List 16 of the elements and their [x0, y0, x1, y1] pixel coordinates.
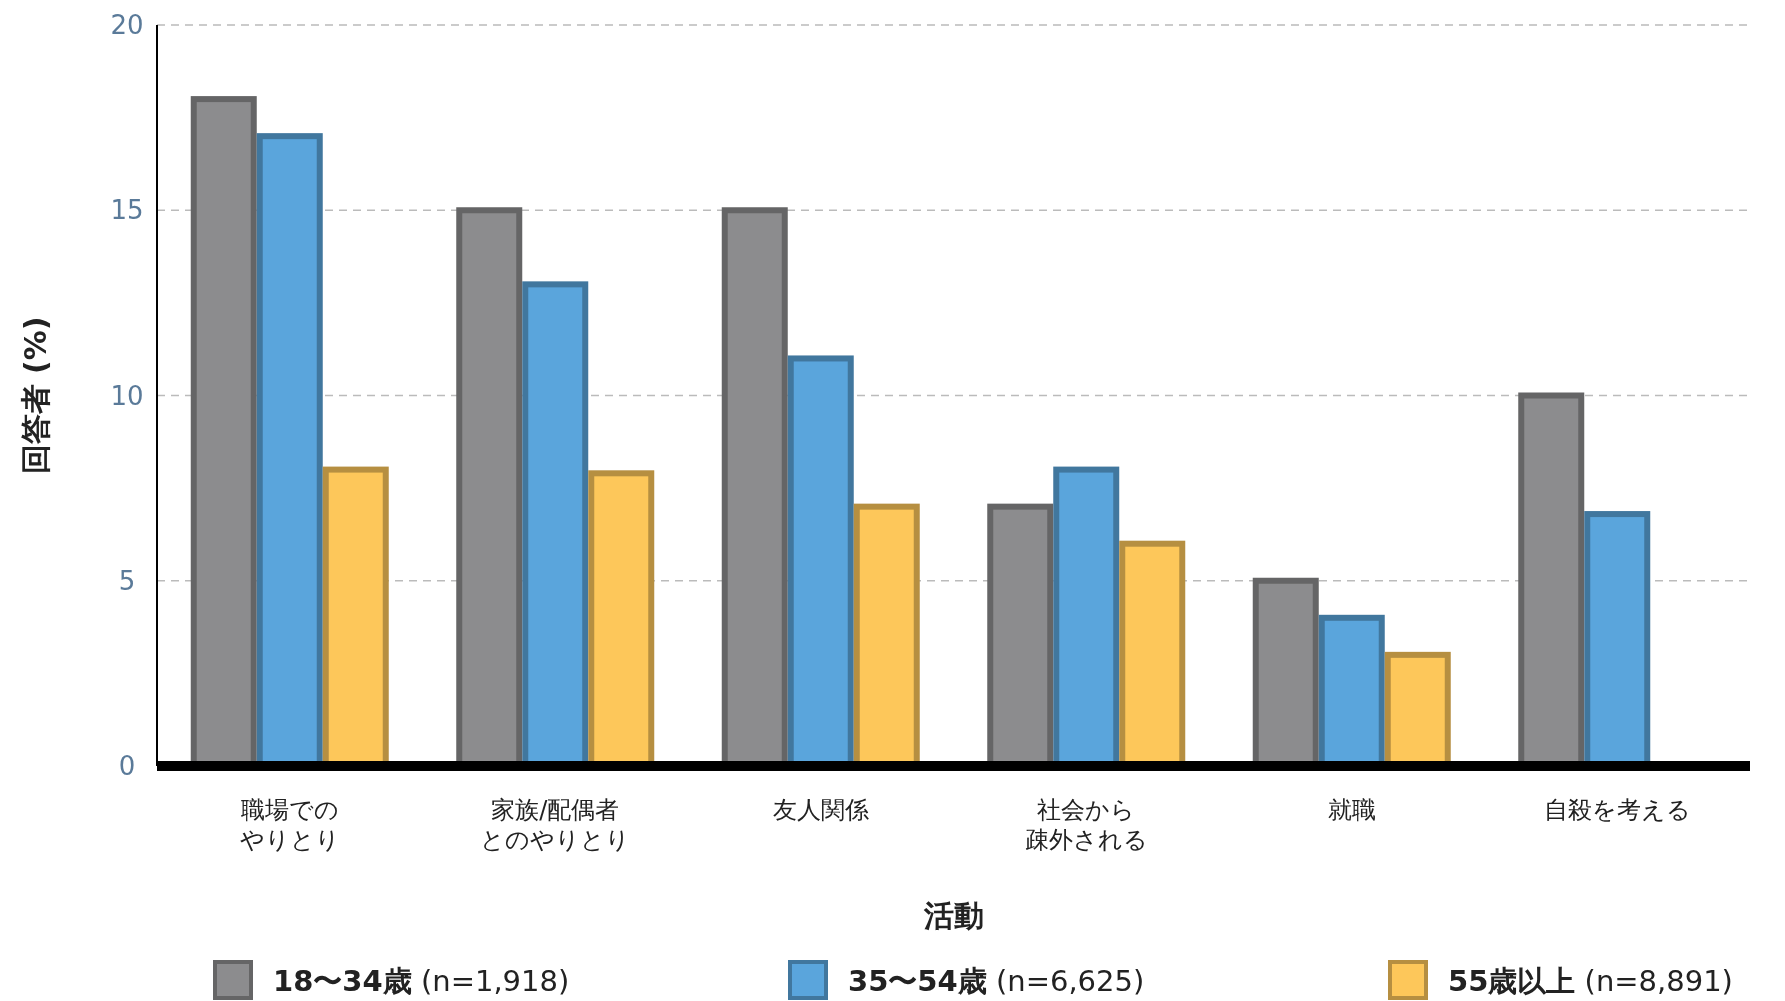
y-tick-label: 5	[118, 565, 136, 596]
y-axis-title: 回答者 (%)	[18, 316, 53, 475]
x-tick-label: 職場でのやりとり	[239, 796, 340, 854]
legend-label: 55歳以上 (n=8,891)	[1448, 964, 1733, 998]
legend-label: 35〜54歳 (n=6,625)	[848, 964, 1145, 998]
y-tick-label: 15	[110, 195, 144, 226]
y-tick-label: 10	[110, 380, 144, 411]
x-axis-title: 活動	[922, 898, 984, 933]
x-tick-label: 家族/配偶者とのやりとり	[480, 796, 631, 854]
y-tick-label: 20	[110, 10, 144, 40]
x-tick-label: 就職	[1327, 796, 1376, 824]
x-tick-label: 友人関係	[772, 796, 869, 824]
legend-label: 18〜34歳 (n=1,918)	[273, 964, 570, 998]
y-tick-label: 0	[118, 751, 136, 781]
x-tick-label: 自殺を考える	[1543, 796, 1691, 824]
x-tick-label: 社会から疎外される	[1024, 796, 1148, 854]
